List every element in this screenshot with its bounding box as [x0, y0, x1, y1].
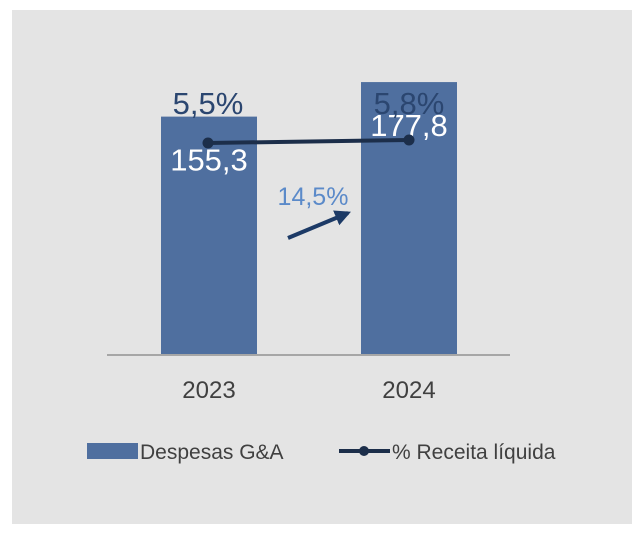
pct-value-label: 5,8%	[374, 86, 445, 121]
pct-value-label: 5,5%	[173, 86, 244, 121]
legend-line-label: % Receita líquida	[392, 441, 556, 464]
bar-value-label: 155,3	[170, 143, 248, 178]
growth-label: 14,5%	[278, 183, 349, 211]
bar-2023	[161, 116, 257, 355]
legend-bar-label: Despesas G&A	[140, 441, 284, 464]
chart-panel: 155,3 177,8 2023 2024 5,5% 5,8% 14,5% Despe…	[12, 10, 632, 524]
pct-point	[202, 137, 214, 149]
x-tick-label: 2023	[182, 377, 235, 404]
pct-series-line	[207, 138, 410, 145]
legend-line-marker	[359, 446, 369, 456]
pct-point	[403, 134, 415, 146]
growth-arrow	[287, 210, 351, 240]
x-tick-label: 2024	[382, 377, 435, 404]
legend-bar-swatch	[87, 443, 138, 459]
chart-background	[12, 10, 632, 524]
bar-2024	[361, 82, 457, 356]
